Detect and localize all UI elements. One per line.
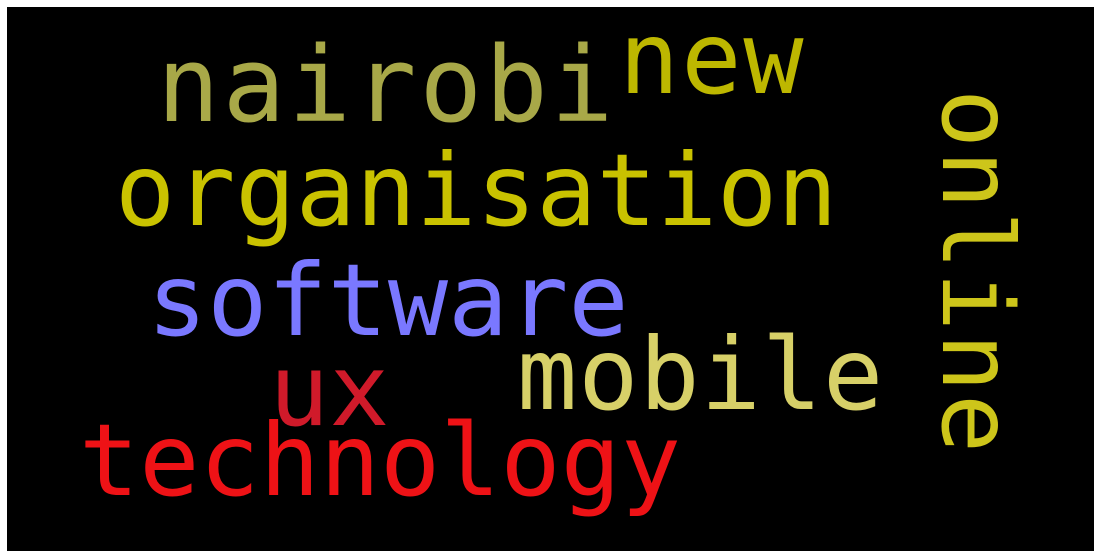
word-new: new [619, 7, 806, 117]
word-online: online [919, 89, 1033, 456]
word-organisation: organisation [115, 132, 838, 249]
word-ux: ux [269, 332, 390, 449]
word-technology: technology [79, 402, 682, 519]
word-software: software [147, 242, 629, 359]
word-mobile: mobile [517, 316, 885, 433]
word-cloud-canvas: nairobi new organisation online software… [7, 7, 1094, 551]
word-nairobi: nairobi [157, 24, 617, 146]
